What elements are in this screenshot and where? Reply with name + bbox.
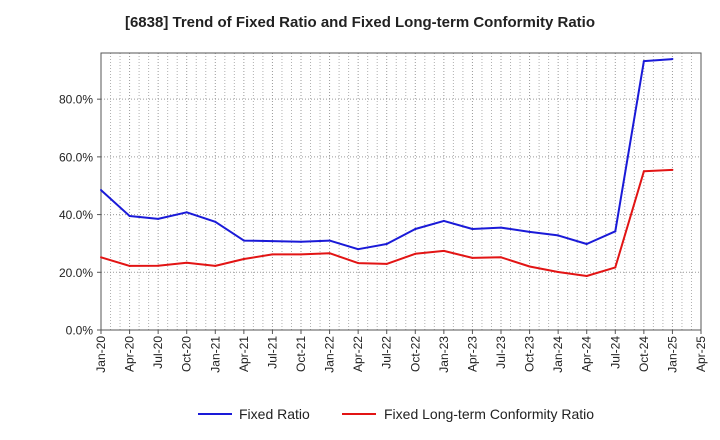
x-tick-label: Oct-23	[523, 336, 537, 372]
x-tick-label: Apr-23	[465, 336, 479, 372]
data-point	[128, 215, 131, 218]
data-point	[642, 60, 645, 63]
data-point	[271, 253, 274, 256]
data-point	[557, 271, 560, 274]
data-point	[528, 265, 531, 268]
x-tick-label: Oct-20	[180, 336, 194, 372]
data-point	[300, 253, 302, 256]
data-point	[414, 252, 417, 255]
data-point	[328, 239, 331, 242]
data-point	[242, 239, 245, 242]
data-point	[614, 266, 617, 269]
data-point	[385, 243, 388, 246]
plot-frame	[100, 52, 702, 331]
plot-area	[101, 53, 701, 330]
data-point	[300, 240, 302, 243]
data-point	[128, 264, 131, 267]
data-point	[357, 262, 360, 265]
data-point	[100, 256, 102, 259]
x-tick-label: Jan-23	[437, 336, 451, 373]
x-tick-label: Apr-25	[694, 336, 708, 372]
chart-title: [6838] Trend of Fixed Ratio and Fixed Lo…	[124, 14, 596, 31]
data-point	[528, 230, 531, 233]
data-point	[585, 275, 588, 278]
x-tick-label: Apr-21	[237, 336, 251, 372]
data-point	[185, 261, 188, 264]
data-point	[442, 249, 445, 252]
x-tick-label: Oct-21	[294, 336, 308, 372]
data-point	[471, 256, 474, 259]
data-point	[671, 168, 674, 171]
y-tick-label: 60.0%	[59, 150, 93, 164]
data-point	[157, 217, 160, 220]
data-point	[100, 189, 102, 192]
y-tick-label: 20.0%	[59, 266, 93, 280]
data-point	[214, 220, 217, 223]
x-tick-label: Apr-22	[351, 336, 365, 372]
data-point	[671, 58, 674, 61]
data-point	[157, 264, 160, 267]
x-tick-label: Jul-23	[494, 336, 508, 369]
data-point	[242, 258, 245, 261]
data-point	[500, 226, 502, 229]
x-tick-label: Jul-20	[151, 336, 165, 369]
x-tick-label: Jan-21	[208, 336, 222, 373]
data-point	[500, 256, 502, 259]
data-point	[585, 243, 588, 246]
data-point	[442, 219, 445, 222]
y-tick-label: 0.0%	[66, 324, 94, 338]
data-point	[557, 234, 560, 237]
data-point	[328, 252, 331, 255]
x-tick-label: Jul-24	[608, 336, 622, 369]
data-point	[385, 262, 388, 265]
y-tick-label: 80.0%	[59, 93, 93, 107]
data-point	[271, 240, 274, 243]
data-point	[642, 170, 645, 173]
legend-label: Fixed Ratio	[239, 406, 310, 422]
data-point	[614, 230, 617, 233]
y-tick-label: 40.0%	[59, 208, 93, 222]
data-point	[357, 248, 360, 251]
x-tick-label: Apr-20	[123, 336, 137, 372]
legend-label: Fixed Long-term Conformity Ratio	[384, 406, 594, 422]
data-point	[414, 228, 417, 231]
x-tick-label: Jan-22	[323, 336, 337, 373]
x-tick-label: Jul-21	[265, 336, 279, 369]
x-tick-label: Jan-24	[551, 336, 565, 373]
x-tick-label: Oct-24	[637, 336, 651, 372]
x-tick-label: Oct-22	[408, 336, 422, 372]
x-tick-label: Jul-22	[380, 336, 394, 369]
x-tick-label: Jan-25	[665, 336, 679, 373]
x-tick-label: Apr-24	[580, 336, 594, 372]
x-tick-label: Jan-20	[94, 336, 108, 373]
data-point	[471, 228, 474, 231]
data-point	[214, 264, 217, 267]
data-point	[185, 211, 188, 214]
